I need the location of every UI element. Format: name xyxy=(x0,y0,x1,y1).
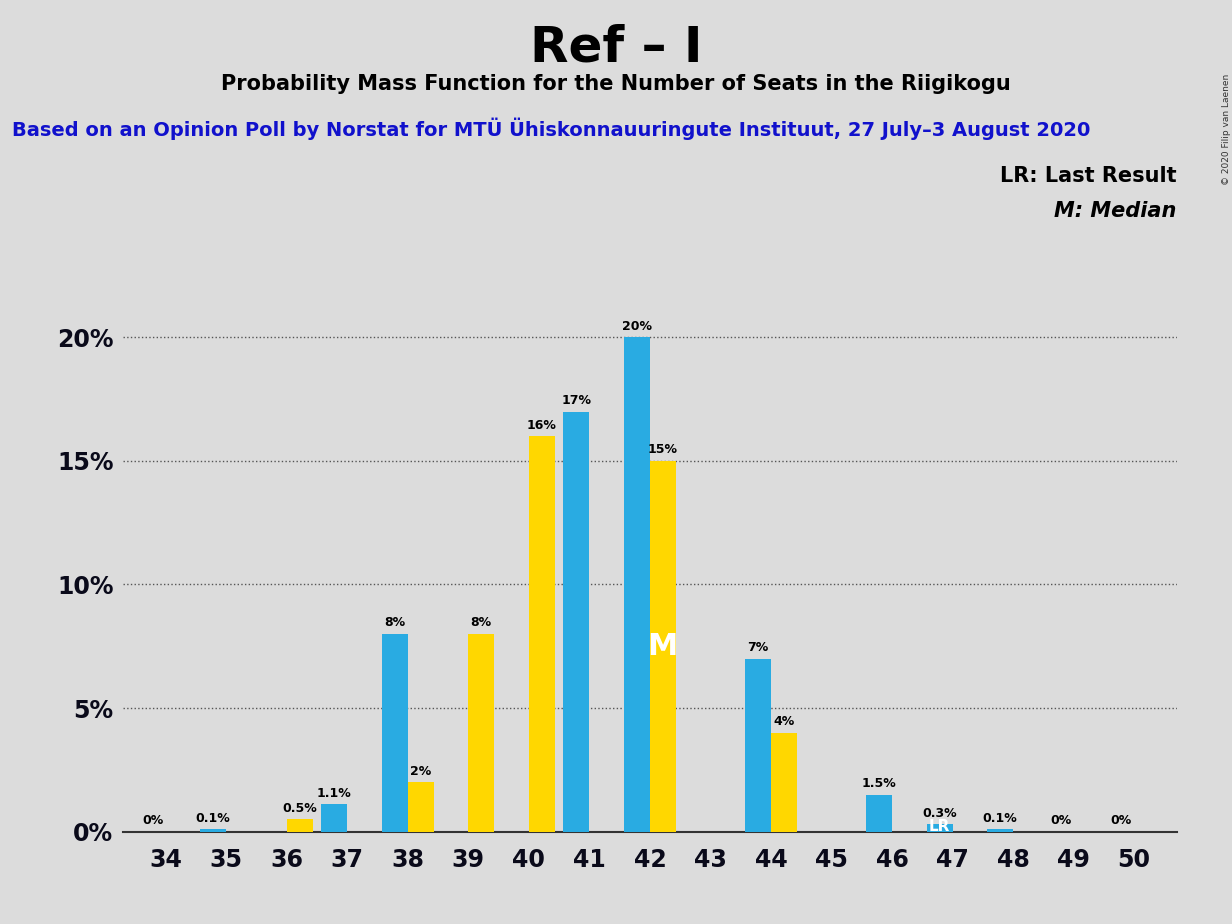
Bar xyxy=(866,795,892,832)
Bar xyxy=(623,337,650,832)
Text: 1.1%: 1.1% xyxy=(317,787,351,800)
Bar xyxy=(771,733,797,832)
Text: 0%: 0% xyxy=(142,814,163,827)
Text: © 2020 Filip van Laenen: © 2020 Filip van Laenen xyxy=(1222,74,1231,185)
Text: 15%: 15% xyxy=(648,444,678,456)
Text: 16%: 16% xyxy=(527,419,557,432)
Text: Based on an Opinion Poll by Norstat for MTÜ Ühiskonnauuringute Instituut, 27 Jul: Based on an Opinion Poll by Norstat for … xyxy=(12,117,1090,140)
Text: 20%: 20% xyxy=(622,320,652,333)
Text: 0%: 0% xyxy=(1050,814,1072,827)
Bar xyxy=(468,634,494,832)
Bar xyxy=(745,659,771,832)
Text: Probability Mass Function for the Number of Seats in the Riigikogu: Probability Mass Function for the Number… xyxy=(221,74,1011,94)
Bar xyxy=(563,411,589,832)
Text: 0%: 0% xyxy=(1110,814,1132,827)
Bar xyxy=(408,783,434,832)
Text: 8%: 8% xyxy=(471,616,492,629)
Text: 8%: 8% xyxy=(384,616,405,629)
Text: 2%: 2% xyxy=(410,765,431,778)
Text: LR: LR xyxy=(929,820,950,834)
Text: Ref – I: Ref – I xyxy=(530,23,702,71)
Bar xyxy=(987,829,1013,832)
Text: 0.3%: 0.3% xyxy=(923,807,957,820)
Text: 4%: 4% xyxy=(774,715,795,728)
Bar xyxy=(322,805,347,832)
Bar xyxy=(926,824,952,832)
Bar xyxy=(382,634,408,832)
Text: LR: Last Result: LR: Last Result xyxy=(1000,166,1177,187)
Bar xyxy=(529,436,554,832)
Text: 7%: 7% xyxy=(748,641,769,654)
Bar xyxy=(200,829,227,832)
Text: M: M xyxy=(648,632,678,661)
Bar xyxy=(650,461,676,832)
Bar xyxy=(287,820,313,832)
Text: 0.1%: 0.1% xyxy=(983,811,1018,825)
Text: 0.5%: 0.5% xyxy=(282,802,317,815)
Text: 1.5%: 1.5% xyxy=(861,777,897,790)
Text: 0.1%: 0.1% xyxy=(196,811,230,825)
Text: 17%: 17% xyxy=(562,394,591,407)
Text: M: Median: M: Median xyxy=(1055,201,1177,222)
